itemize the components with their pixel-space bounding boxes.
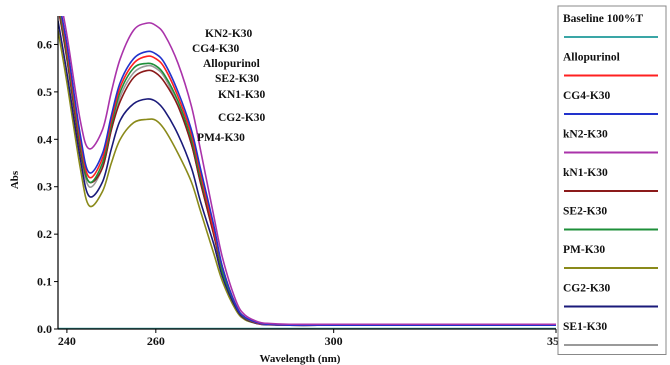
legend-box	[557, 5, 667, 355]
legend-label: PM-K30	[563, 244, 605, 256]
legend-label: CG4-K30	[563, 90, 611, 102]
legend-label: Baseline 100%T	[563, 13, 644, 25]
y-axis-title: Abs	[9, 170, 21, 189]
legend-label: kN1-K30	[563, 167, 608, 179]
y-tick-label: 0.6	[37, 37, 52, 51]
x-tick-label: 240	[58, 334, 76, 348]
y-tick-label: 0.1	[37, 275, 52, 289]
x-tick-label: 260	[147, 334, 165, 348]
peak-label: CG4-K30	[192, 43, 240, 55]
legend-label: SE2-K30	[563, 206, 607, 218]
peak-label: PM4-K30	[197, 132, 245, 144]
y-tick-label: 0.2	[37, 227, 52, 241]
legend-label: SE1-K30	[563, 321, 607, 333]
x-axis-title: Wavelength (nm)	[260, 353, 341, 365]
legend-label: kN2-K30	[563, 129, 608, 141]
plot-area	[58, 16, 556, 329]
y-tick-label: 0.0	[37, 322, 52, 336]
y-tick-label: 0.3	[37, 180, 52, 194]
peak-label: Allopurinol	[203, 58, 260, 70]
peak-label: KN2-K30	[205, 28, 253, 40]
peak-label: CG2-K30	[218, 112, 266, 124]
x-tick-label: 300	[325, 334, 343, 348]
series-line-cg4-k30	[60, 16, 556, 327]
series-line-kn2-k30	[62, 16, 556, 326]
legend-label: CG2-K30	[563, 283, 611, 295]
peak-label: SE2-K30	[215, 73, 259, 85]
legend-label: Allopurinol	[563, 52, 620, 64]
y-tick-label: 0.5	[37, 85, 52, 99]
peak-label: KN1-K30	[218, 89, 266, 101]
y-tick-label: 0.4	[37, 132, 52, 146]
